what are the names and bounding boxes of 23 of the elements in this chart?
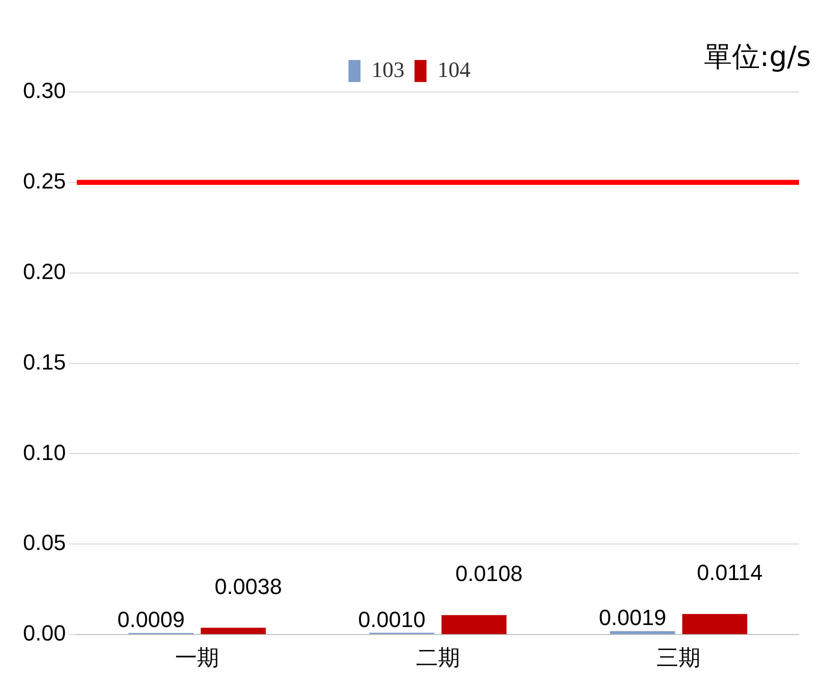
x-tick-label: 三期 (656, 644, 701, 670)
x-tick-label: 二期 (416, 644, 460, 670)
y-tick-label: 0.30 (22, 78, 66, 104)
data-label: 0.0108 (455, 561, 523, 586)
bar (200, 628, 266, 634)
data-label: 0.0038 (214, 574, 282, 599)
bar (442, 615, 507, 634)
text: 單位:g/s (704, 39, 811, 75)
y-tick-label: 0.10 (22, 440, 66, 465)
y-tick-label: 0.15 (22, 349, 66, 374)
data-label: 0.0114 (696, 560, 763, 586)
x-tick-label: 一期 (175, 644, 220, 670)
y-tick-label: 0.00 (22, 620, 66, 646)
y-tick-label: 0.05 (22, 530, 66, 556)
bar (610, 631, 676, 634)
y-tick-label: 0.20 (22, 258, 66, 284)
data-label: 0.0010 (358, 606, 426, 632)
data-label: 0.0019 (598, 605, 666, 630)
legend-label: 103 (372, 56, 404, 82)
y-tick-label: 0.25 (22, 168, 66, 194)
data-label: 0.0009 (117, 607, 185, 632)
legend-label: 104 (438, 56, 470, 82)
bar (682, 614, 748, 634)
